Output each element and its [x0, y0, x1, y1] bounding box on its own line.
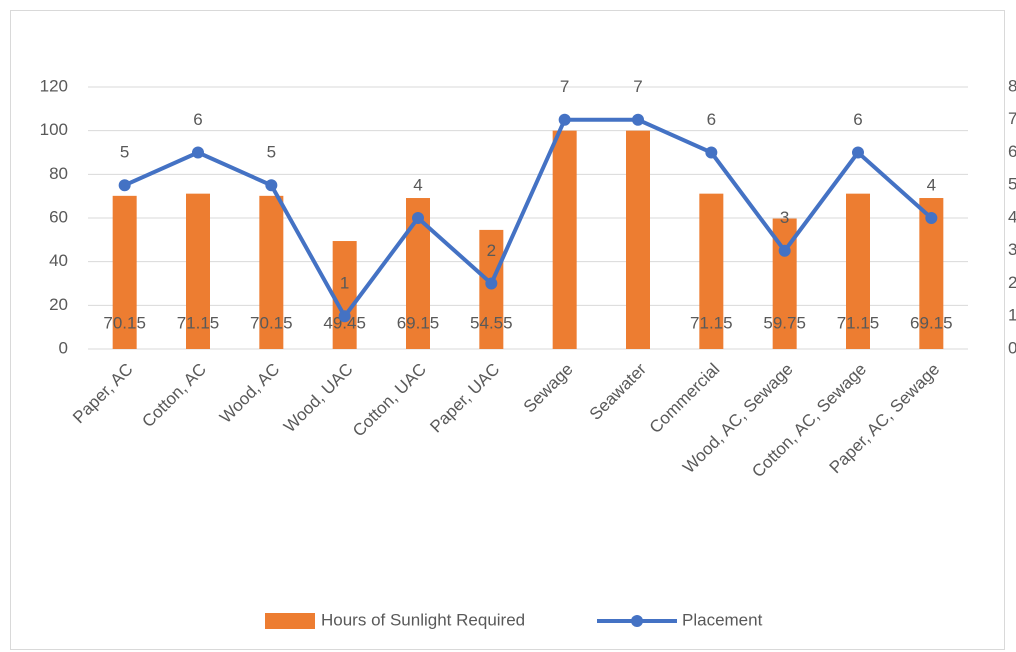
line-marker — [118, 179, 131, 192]
bar — [626, 130, 650, 349]
legend-label: Hours of Sunlight Required — [321, 610, 525, 629]
bar-value-label: 54.55 — [470, 313, 513, 332]
point-value-label: 7 — [560, 77, 569, 96]
bar — [332, 241, 357, 349]
line-marker — [852, 146, 864, 159]
point-value-label: 4 — [927, 175, 936, 194]
legend-swatch — [265, 613, 315, 629]
bar-value-label: 70.15 — [250, 313, 293, 332]
legend-label: Placement — [682, 610, 763, 629]
y2-tick-label: 2 — [1008, 273, 1016, 292]
y-tick-label: 100 — [40, 120, 68, 139]
line-marker — [192, 146, 204, 159]
point-value-label: 7 — [633, 77, 642, 96]
point-value-label: 6 — [853, 110, 862, 129]
line-marker — [485, 277, 498, 290]
bar — [186, 193, 210, 349]
y2-tick-label: 5 — [1008, 175, 1016, 194]
line — [123, 117, 933, 319]
point-value-label: 6 — [193, 110, 202, 129]
bar — [259, 195, 284, 349]
point-value-label: 5 — [120, 143, 129, 162]
bar-value-label: 71.15 — [837, 313, 880, 332]
bar-value-label: 71.15 — [690, 313, 733, 332]
bar-value-label: 69.15 — [397, 313, 440, 332]
line-marker — [265, 179, 278, 192]
y2-tick-label: 4 — [1008, 207, 1016, 226]
bar — [552, 130, 577, 349]
y-tick-label: 0 — [59, 338, 68, 357]
legend-marker — [631, 615, 643, 627]
y-tick-label: 60 — [49, 207, 68, 226]
y2-tick-label: 7 — [1008, 109, 1016, 128]
bar — [846, 193, 870, 349]
bar-value-label: 70.15 — [103, 313, 146, 332]
point-value-label: 2 — [487, 241, 496, 260]
line-marker — [925, 212, 938, 224]
y2-tick-label: 8 — [1008, 76, 1016, 95]
line-marker — [338, 310, 351, 323]
point-value-label: 6 — [707, 110, 716, 129]
y2-tick-label: 6 — [1008, 142, 1016, 161]
bar-value-label: 71.15 — [177, 313, 220, 332]
point-value-label: 1 — [340, 274, 349, 293]
line-marker — [558, 113, 571, 126]
y2-tick-label: 3 — [1008, 240, 1016, 259]
y-tick-label: 20 — [49, 295, 68, 314]
y-tick-label: 120 — [40, 76, 68, 95]
y2-tick-label: 0 — [1008, 338, 1016, 357]
point-value-label: 3 — [780, 208, 789, 227]
bar-value-label: 49.45 — [323, 313, 366, 332]
bar-value-label: 59.75 — [763, 313, 806, 332]
bar-value-label: 69.15 — [910, 313, 953, 332]
point-value-label: 5 — [267, 143, 276, 162]
line-marker — [705, 146, 718, 159]
y-tick-label: 40 — [49, 251, 68, 270]
point-value-label: 4 — [413, 175, 422, 194]
chart-border — [10, 10, 1005, 650]
y2-tick-label: 1 — [1008, 306, 1016, 325]
line-marker — [778, 244, 791, 257]
line-marker — [632, 113, 644, 126]
bar — [112, 195, 137, 349]
line-marker — [412, 212, 424, 224]
bar — [699, 193, 724, 349]
y-tick-label: 80 — [49, 164, 68, 183]
